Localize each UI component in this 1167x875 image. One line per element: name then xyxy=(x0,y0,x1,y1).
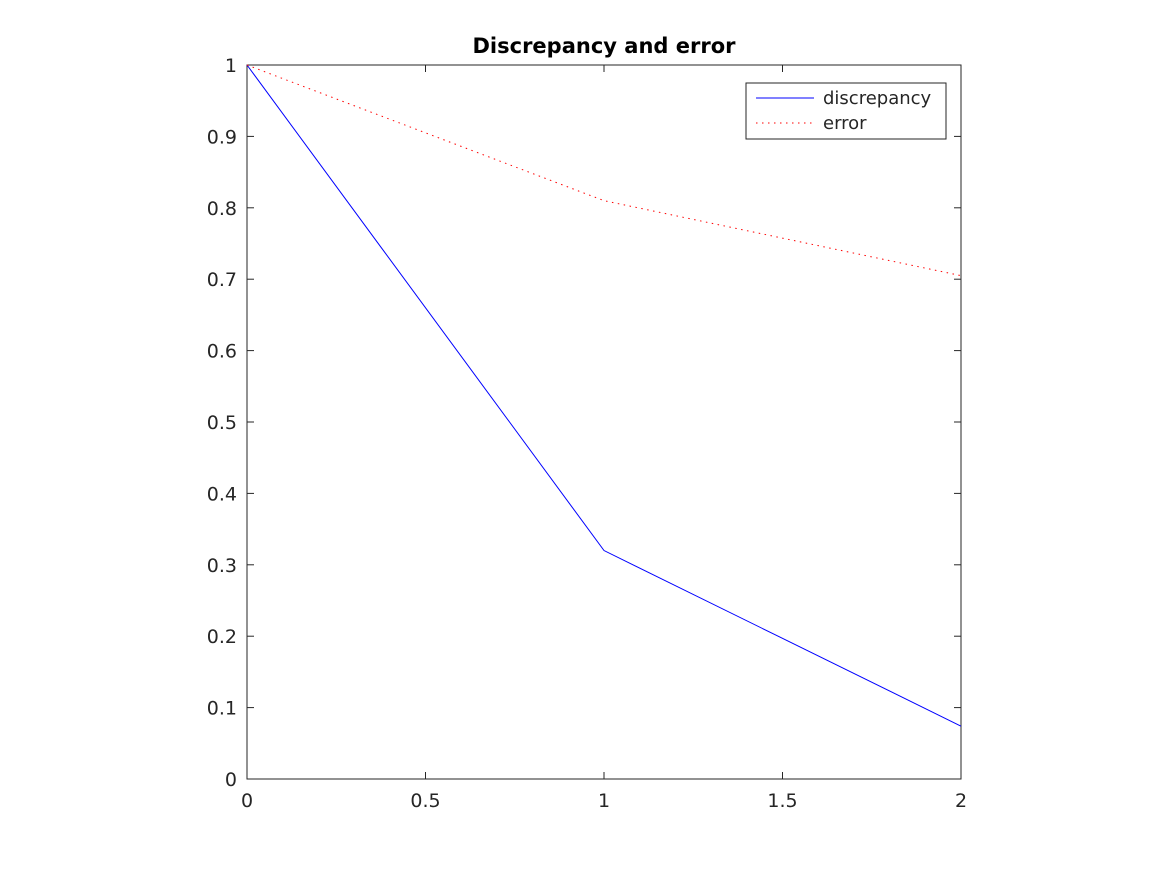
plot-area xyxy=(246,64,962,780)
plot-box xyxy=(246,64,962,780)
y-tick-label: 0.3 xyxy=(207,555,237,577)
x-tick-label: 1.5 xyxy=(767,790,797,812)
legend-box xyxy=(745,82,947,140)
x-axis: 0 0.5 1 1.5 2 xyxy=(241,65,967,812)
x-tick-label: 2 xyxy=(955,790,967,812)
y-tick-label: 1 xyxy=(225,55,237,77)
series-layer xyxy=(246,64,962,727)
x-tick-label: 0.5 xyxy=(410,790,440,812)
chart-title: Discrepancy and error xyxy=(473,34,737,58)
x-tick-label: 0 xyxy=(241,790,253,812)
y-tick-label: 0.9 xyxy=(207,126,237,148)
legend-label-error: error xyxy=(823,113,867,134)
legend: discrepancy error xyxy=(745,82,947,140)
y-tick-label: 0.1 xyxy=(207,698,237,720)
y-axis: 0 0.1 0.2 0.3 0.4 0.5 0.6 0.7 0.8 0.9 1 xyxy=(207,55,961,791)
y-tick-label: 0.8 xyxy=(207,198,237,220)
y-tick-label: 0.7 xyxy=(207,269,237,291)
series-line-error xyxy=(246,64,962,277)
series-line-discrepancy xyxy=(246,64,962,727)
x-tick-label: 1 xyxy=(598,790,610,812)
y-tick-label: 0.4 xyxy=(207,483,237,505)
y-tick-label: 0 xyxy=(225,769,237,791)
y-tick-label: 0.6 xyxy=(207,341,237,363)
legend-label-discrepancy: discrepancy xyxy=(823,88,932,109)
y-tick-label: 0.5 xyxy=(207,412,237,434)
y-tick-label: 0.2 xyxy=(207,626,237,648)
